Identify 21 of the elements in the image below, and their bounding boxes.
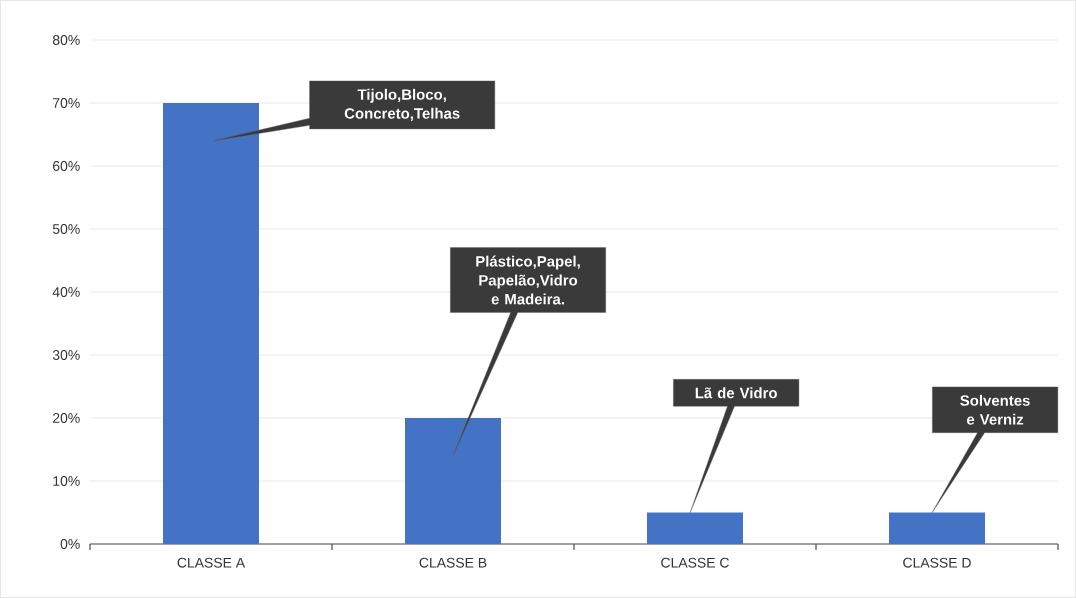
bar	[647, 512, 744, 544]
y-tick-label: 10%	[53, 476, 80, 486]
y-tick-label: 30%	[52, 350, 80, 360]
bar	[405, 418, 501, 544]
bar	[889, 512, 986, 544]
annotation: Solventes e Verniz	[960, 394, 1030, 425]
y-tick-label: 0%	[60, 539, 80, 549]
annotation: Tijolo,Bloco, Concreto,Telhas	[344, 88, 460, 121]
x-tick-label: CLASSE C	[661, 557, 729, 568]
x-tick-label: CLASSE D	[903, 557, 971, 568]
y-tick-label: 80%	[52, 35, 80, 45]
annotation: Plástico,Papel, Papelão,Vidro e Madeira.	[476, 255, 580, 305]
annotation: Lã de Vidro	[695, 387, 777, 399]
y-tick-label: 20%	[53, 413, 80, 423]
y-tick-label: 60%	[53, 161, 80, 171]
x-tick-label: CLASSE B	[419, 557, 487, 568]
y-tick-label: 50%	[52, 224, 80, 234]
bar	[163, 103, 259, 544]
x-tick-label: CLASSE A	[177, 557, 246, 568]
y-tick-label: 40%	[52, 287, 80, 297]
y-tick-label: 70%	[53, 98, 80, 108]
